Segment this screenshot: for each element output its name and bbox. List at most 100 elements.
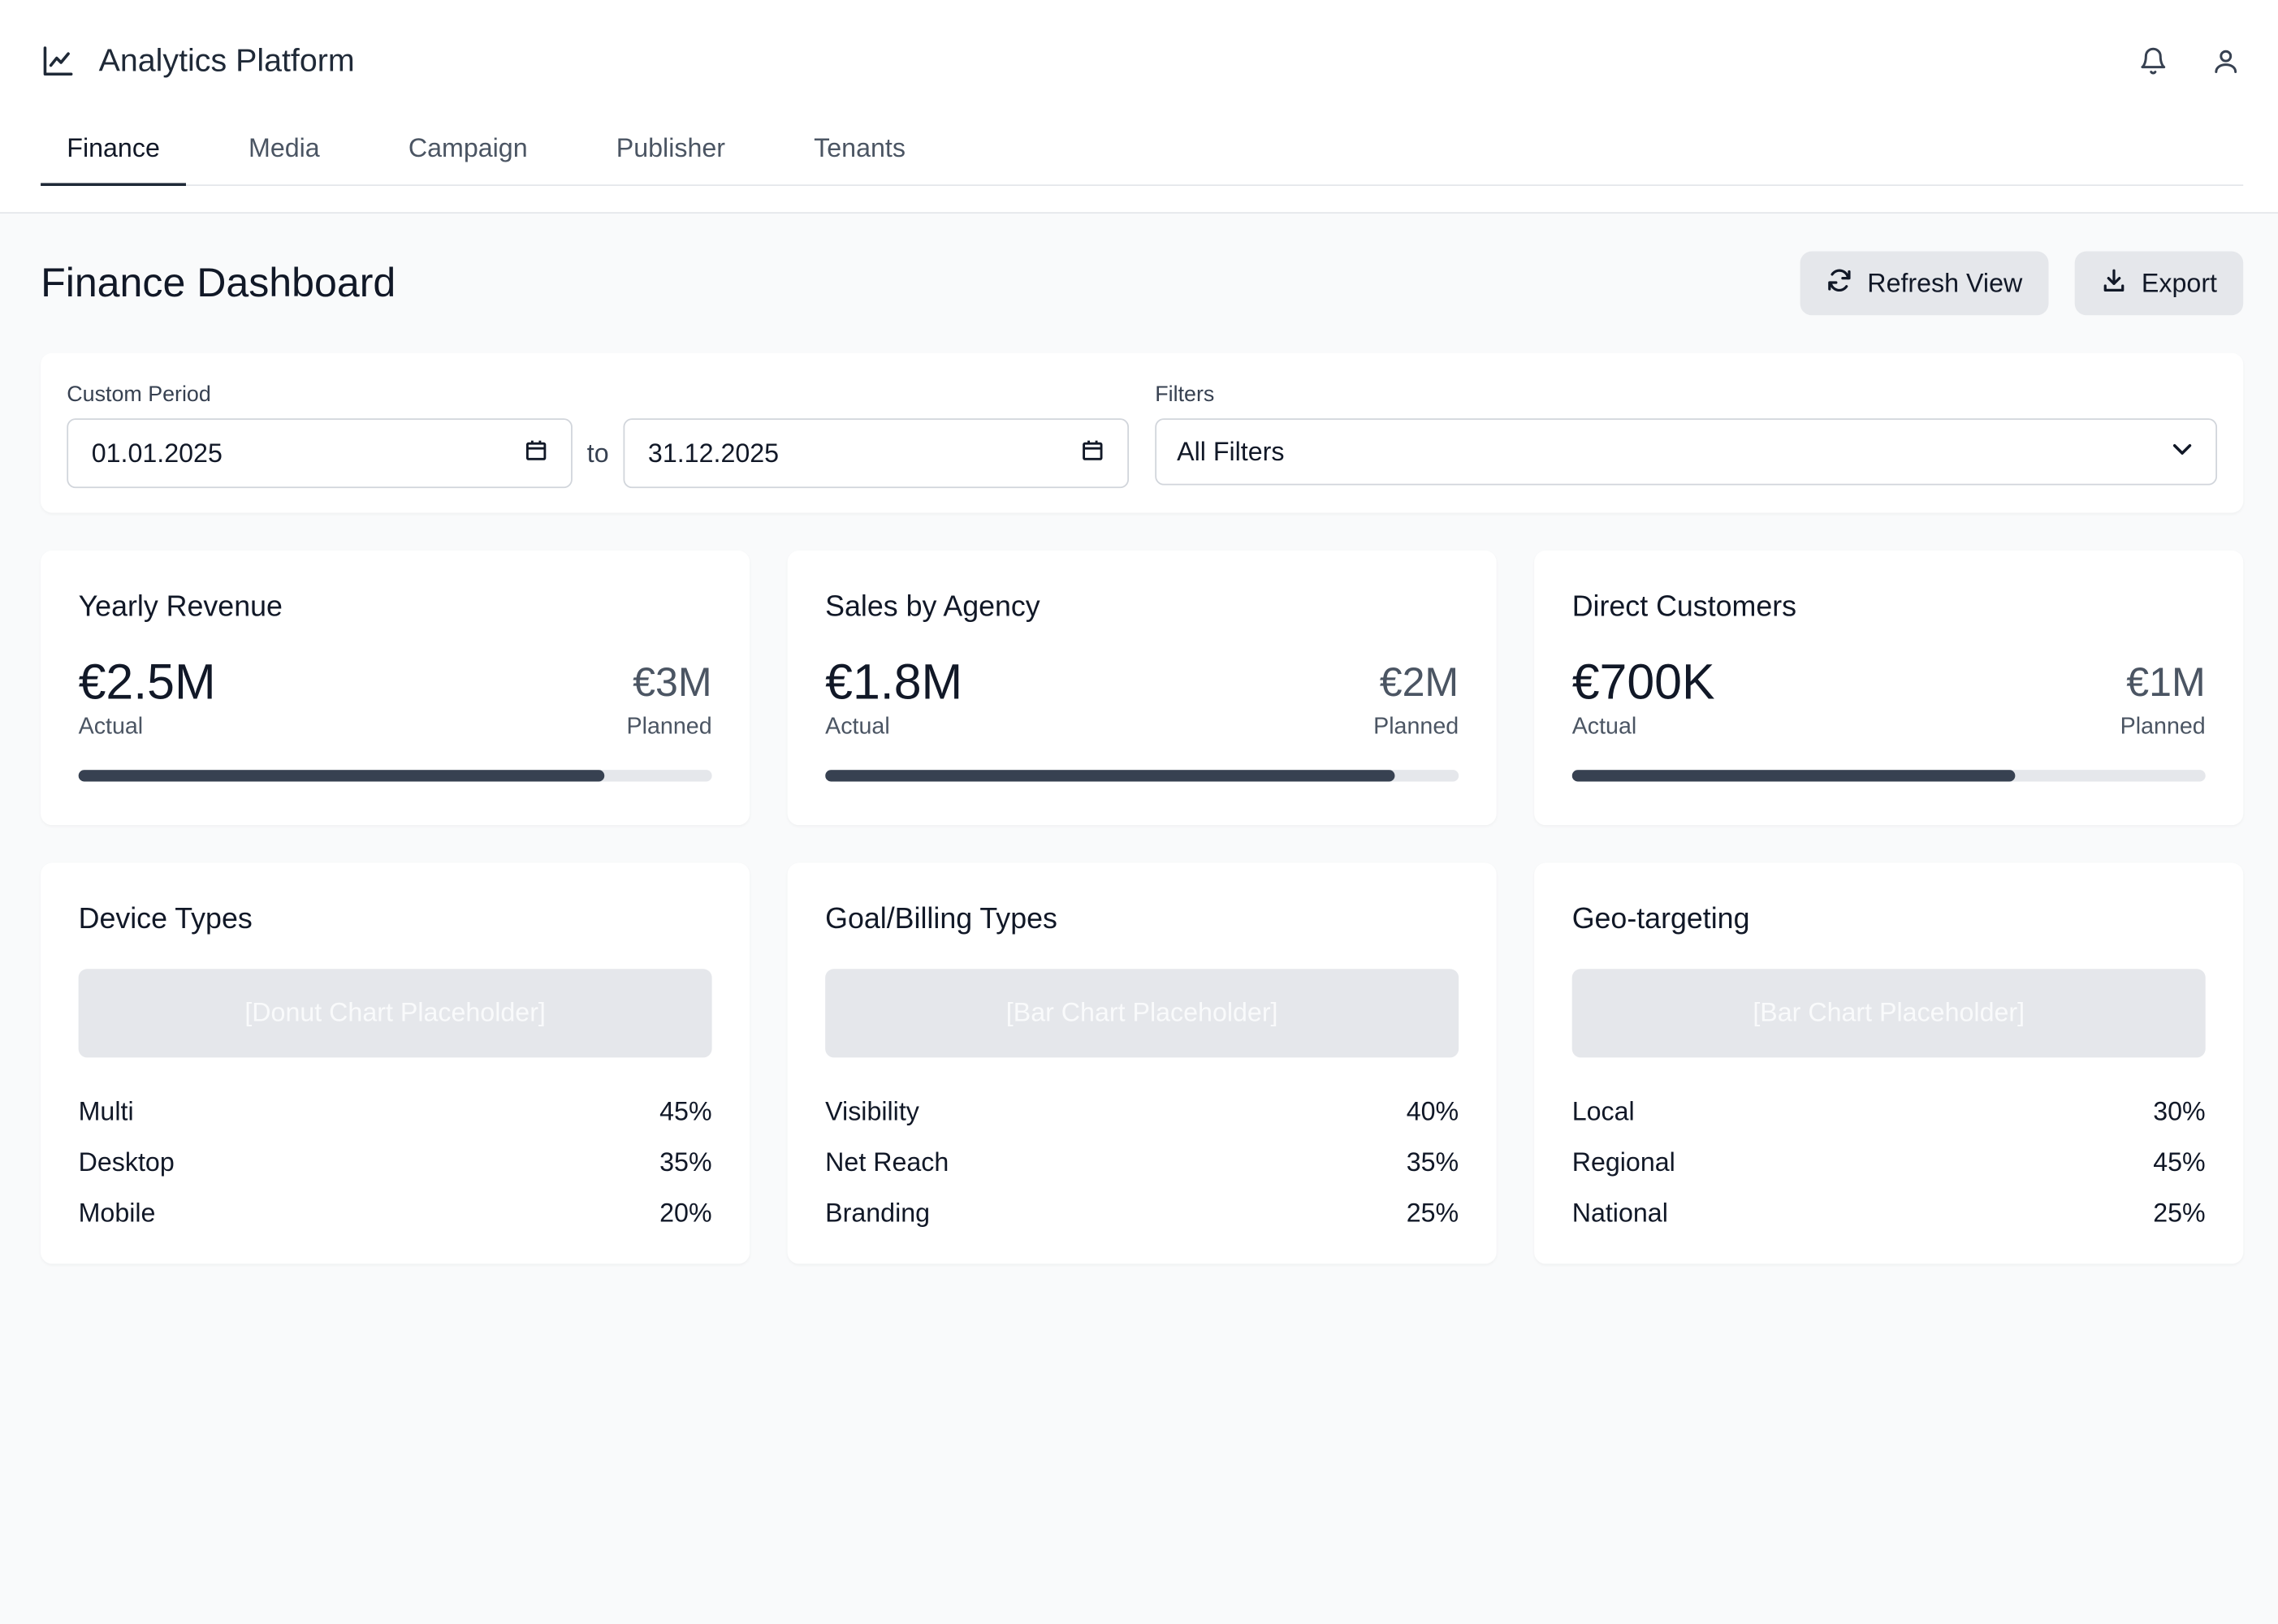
kpi-card-sales-by-agency: Sales by Agency €1.8M Actual €2M Planned bbox=[787, 551, 1497, 826]
kpi-planned-label: Planned bbox=[626, 715, 712, 740]
list-item-value: 45% bbox=[2153, 1147, 2206, 1177]
kpi-values: €1.8M Actual €2M Planned bbox=[825, 657, 1459, 741]
period-section: Custom Period 01.01.2025 to bbox=[67, 382, 1130, 513]
list-item-value: 35% bbox=[659, 1147, 712, 1177]
kpi-values: €700K Actual €1M Planned bbox=[1572, 657, 2206, 741]
kpi-progress-bar bbox=[1571, 770, 2206, 782]
kpi-planned-label: Planned bbox=[2120, 715, 2206, 740]
list-item-value: 35% bbox=[1406, 1147, 1459, 1177]
kpi-actual-value: €1.8M bbox=[825, 654, 963, 710]
breakdown-list: Visibility 40% Net Reach 35% Branding 25… bbox=[825, 1086, 1459, 1239]
chart-placeholder: [Donut Chart Placeholder] bbox=[78, 969, 712, 1058]
list-item: Regional 45% bbox=[1572, 1138, 2206, 1189]
start-date-value: 01.01.2025 bbox=[91, 438, 223, 468]
user-icon[interactable] bbox=[2208, 44, 2243, 79]
list-item-label: Multi bbox=[78, 1096, 134, 1126]
kpi-actual-value: €700K bbox=[1571, 654, 1715, 710]
list-item-label: Local bbox=[1571, 1096, 1635, 1126]
chart-placeholder: [Bar Chart Placeholder] bbox=[825, 969, 1459, 1058]
kpi-progress-fill bbox=[78, 770, 605, 782]
topbar: Analytics Platform bbox=[41, 0, 2243, 122]
tab-campaign[interactable]: Campaign bbox=[408, 133, 528, 163]
export-button[interactable]: Export bbox=[2074, 251, 2244, 316]
breakdown-title: Device Types bbox=[78, 903, 253, 936]
chart-placeholder: [Bar Chart Placeholder] bbox=[1571, 969, 2206, 1058]
tab-finance[interactable]: Finance bbox=[41, 122, 187, 186]
page-title: Finance Dashboard bbox=[41, 260, 396, 305]
list-item-value: 40% bbox=[1406, 1096, 1459, 1126]
list-item-value: 25% bbox=[2153, 1198, 2206, 1228]
filters-card: Custom Period 01.01.2025 to bbox=[41, 352, 2244, 513]
breakdown-card-device-types: Device Types [Donut Chart Placeholder] M… bbox=[41, 862, 750, 1264]
list-item: Net Reach 35% bbox=[825, 1138, 1459, 1189]
refresh-icon bbox=[1826, 266, 1852, 300]
breakdown-list: Local 30% Regional 45% National 25% bbox=[1572, 1086, 2206, 1239]
kpi-actual-label: Actual bbox=[825, 715, 890, 740]
list-item-value: 25% bbox=[1406, 1198, 1459, 1228]
filters-select-value: All Filters bbox=[1177, 436, 1285, 466]
kpi-title: Yearly Revenue bbox=[78, 591, 283, 624]
title-row: Finance Dashboard Refresh View bbox=[41, 214, 2244, 353]
main-content: Finance Dashboard Refresh View bbox=[0, 214, 2278, 1264]
kpi-progress-bar bbox=[78, 770, 712, 782]
kpi-card-yearly-revenue: Yearly Revenue €2.5M Actual €3M Planned bbox=[41, 551, 750, 826]
breakdown-grid: Device Types [Donut Chart Placeholder] M… bbox=[41, 862, 2244, 1264]
kpi-planned-label: Planned bbox=[1373, 715, 1459, 740]
breakdown-card-geo-targeting: Geo-targeting [Bar Chart Placeholder] Lo… bbox=[1534, 862, 2244, 1264]
end-date-value: 31.12.2025 bbox=[647, 438, 780, 468]
list-item: National 25% bbox=[1572, 1188, 2206, 1239]
tab-media[interactable]: Media bbox=[249, 133, 320, 163]
list-item-label: National bbox=[1571, 1198, 1668, 1228]
kpi-progress-fill bbox=[1571, 770, 2016, 782]
kpi-title: Sales by Agency bbox=[825, 591, 1040, 624]
breakdown-card-goal-billing-types: Goal/Billing Types [Bar Chart Placeholde… bbox=[787, 862, 1497, 1264]
kpi-planned-value: €2M bbox=[1379, 659, 1459, 705]
kpi-title: Direct Customers bbox=[1571, 591, 1797, 624]
list-item-value: 45% bbox=[659, 1096, 712, 1126]
date-range: 01.01.2025 to 31.12.2025 bbox=[67, 418, 1130, 489]
filters-section: Filters All Filters bbox=[1155, 382, 2218, 513]
list-item-label: Net Reach bbox=[825, 1147, 949, 1177]
custom-period-label: Custom Period bbox=[67, 382, 211, 407]
chevron-down-icon bbox=[2169, 435, 2195, 469]
action-buttons: Refresh View Export bbox=[1800, 251, 2244, 316]
kpi-actual-value: €2.5M bbox=[78, 654, 216, 710]
list-item: Visibility 40% bbox=[825, 1086, 1459, 1138]
tab-bar: Finance Media Campaign Publisher Tenants bbox=[41, 122, 2244, 186]
list-item-label: Visibility bbox=[825, 1096, 919, 1126]
list-item-label: Desktop bbox=[78, 1147, 175, 1177]
bell-icon[interactable] bbox=[2136, 44, 2171, 79]
list-item: Desktop 35% bbox=[79, 1138, 712, 1189]
kpi-values: €2.5M Actual €3M Planned bbox=[79, 657, 712, 741]
refresh-view-label: Refresh View bbox=[1867, 268, 2023, 297]
to-label: to bbox=[586, 438, 609, 468]
list-item: Local 30% bbox=[1572, 1086, 2206, 1138]
calendar-icon[interactable] bbox=[525, 438, 548, 469]
list-item-label: Branding bbox=[825, 1198, 931, 1228]
breakdown-list: Multi 45% Desktop 35% Mobile 20% bbox=[79, 1086, 712, 1239]
top-actions bbox=[2136, 44, 2243, 79]
download-icon bbox=[2101, 266, 2127, 300]
tab-tenants[interactable]: Tenants bbox=[814, 133, 906, 163]
refresh-view-button[interactable]: Refresh View bbox=[1800, 251, 2049, 316]
kpi-actual-label: Actual bbox=[1571, 715, 1637, 740]
chart-line-icon bbox=[41, 44, 76, 79]
tab-publisher[interactable]: Publisher bbox=[616, 133, 726, 163]
breakdown-title: Geo-targeting bbox=[1571, 903, 1750, 936]
list-item: Mobile 20% bbox=[79, 1188, 712, 1239]
export-label: Export bbox=[2141, 268, 2218, 297]
header: Analytics Platform Finance bbox=[0, 0, 2278, 214]
list-item-label: Regional bbox=[1571, 1147, 1675, 1177]
app-title: Analytics Platform bbox=[98, 41, 355, 79]
list-item-value: 20% bbox=[659, 1198, 712, 1228]
brand: Analytics Platform bbox=[41, 42, 355, 80]
start-date-input[interactable]: 01.01.2025 bbox=[67, 418, 573, 489]
kpi-planned-value: €3M bbox=[633, 659, 712, 705]
list-item-value: 30% bbox=[2153, 1096, 2206, 1126]
end-date-input[interactable]: 31.12.2025 bbox=[623, 418, 1130, 489]
filters-label: Filters bbox=[1155, 382, 1215, 407]
breakdown-title: Goal/Billing Types bbox=[825, 903, 1057, 936]
calendar-icon[interactable] bbox=[1081, 438, 1104, 469]
filters-select[interactable]: All Filters bbox=[1155, 418, 2218, 486]
